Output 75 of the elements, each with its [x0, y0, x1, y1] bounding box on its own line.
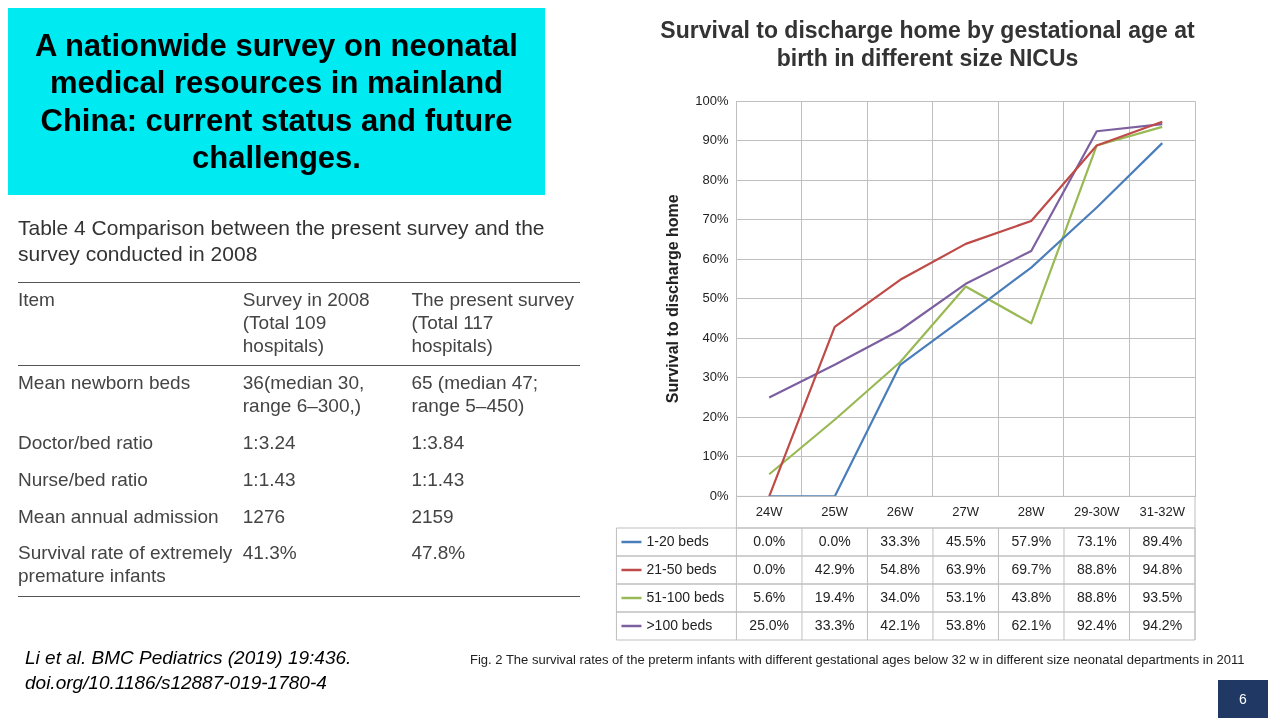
text: A nationwide survey on neonatal medical resources in mainland China: current status and future challenges. — [8, 8, 545, 195]
data-label: 33.3% — [880, 532, 921, 549]
text: 6 — [1218, 680, 1268, 718]
y-tick-label: 30% — [702, 369, 729, 385]
y-tick-label: 10% — [702, 448, 729, 464]
data-label: 45.5% — [945, 532, 986, 549]
data-label: 42.1% — [880, 616, 921, 633]
text: 36(median 30, range 6–300,) — [242, 371, 366, 419]
y-tick-label: 60% — [702, 250, 729, 266]
y-axis-title: Survival to discharge home — [664, 194, 682, 404]
text: Doctor/bed ratio — [18, 431, 155, 455]
text: 1:1.43 — [411, 467, 466, 492]
legend-label: 51-100 beds — [646, 588, 725, 605]
text: Li et al. BMC Pediatrics (2019) 19:436. doi.org/10.1186/s12887-019-1780-4 — [25, 646, 353, 695]
chart-title: Survival to discharge home by gestational age at birth in different size NICUs — [660, 17, 1195, 71]
data-label: 89.4% — [1142, 532, 1183, 549]
data-label: 42.9% — [814, 560, 855, 577]
x-tick-label: 24W — [755, 503, 784, 519]
text: 1276 — [242, 504, 287, 529]
caption: Table 4 Comparison between the present survey and the survey conducted in 2008 — [18, 215, 546, 268]
data-label: 0.0% — [818, 532, 851, 549]
data-label: 94.2% — [1142, 616, 1183, 633]
x-tick-label: 31-32W — [1139, 503, 1186, 519]
data-label: 25.0% — [749, 616, 790, 633]
text: 1:3.84 — [411, 431, 466, 455]
data-label: 19.4% — [814, 588, 855, 605]
text: Survival rate of extremely premature infants — [18, 536, 243, 597]
data-label: 53.1% — [945, 588, 986, 605]
text: 41.3% — [242, 536, 412, 597]
data-label: 54.8% — [880, 560, 921, 577]
data-label: 5.6% — [753, 588, 786, 605]
x-tick-label: 26W — [886, 503, 915, 519]
text: 2159 — [411, 504, 455, 529]
data-label: 88.8% — [1076, 560, 1117, 577]
data-label: 33.3% — [814, 616, 855, 633]
text: 65 (median 47; range 5–450) — [411, 371, 540, 419]
x-tick-label: 25W — [821, 503, 849, 519]
text: Survey in 2008 (Total 109 hospitals) — [242, 282, 412, 366]
text: The present survey (Total 117 hospitals) — [411, 282, 580, 366]
text: Mean newborn beds — [18, 371, 192, 396]
y-tick-label: 40% — [702, 329, 729, 345]
data-label: 93.5% — [1142, 588, 1183, 605]
x-tick-label: 28W — [1017, 503, 1046, 519]
y-tick-label: 90% — [702, 132, 729, 148]
text: 47.8% — [411, 536, 580, 597]
data-label: 88.8% — [1076, 588, 1117, 605]
data-label: 43.8% — [1011, 588, 1052, 605]
data-label: 92.4% — [1076, 616, 1117, 633]
data-label: 34.0% — [880, 588, 921, 605]
data-label: 57.9% — [1011, 532, 1052, 549]
x-tick-label: 29-30W — [1073, 503, 1121, 519]
data-label: 94.8% — [1142, 560, 1183, 577]
caption: Fig. 2 The survival rates of the preterm infants with different gestational ages below 32 w in different size neonatal departments in 2011 — [470, 652, 1246, 667]
legend-label: >100 beds — [646, 616, 713, 633]
text: 1:3.24 — [242, 431, 297, 455]
legend-label: 1-20 beds — [646, 532, 709, 549]
y-tick-label: 20% — [702, 408, 729, 424]
y-tick-label: 80% — [702, 171, 729, 187]
y-tick-label: 0% — [709, 487, 729, 503]
data-label: 0.0% — [753, 560, 786, 577]
y-tick-label: 50% — [702, 290, 729, 306]
data-label: 63.9% — [945, 560, 986, 577]
y-tick-label: 70% — [702, 211, 729, 227]
data-label: 69.7% — [1011, 560, 1052, 577]
legend-label: 21-50 beds — [646, 560, 717, 577]
text: 1:1.43 — [242, 467, 297, 492]
data-label: 62.1% — [1011, 616, 1052, 633]
text: Nurse/bed ratio — [18, 467, 149, 492]
data-label: 53.8% — [945, 616, 986, 633]
x-tick-label: 27W — [952, 503, 980, 519]
text: Item — [18, 282, 243, 366]
data-label: 0.0% — [753, 532, 786, 549]
text: Mean annual admission — [18, 504, 220, 529]
y-tick-label: 100% — [695, 92, 729, 108]
data-label: 73.1% — [1076, 532, 1117, 549]
